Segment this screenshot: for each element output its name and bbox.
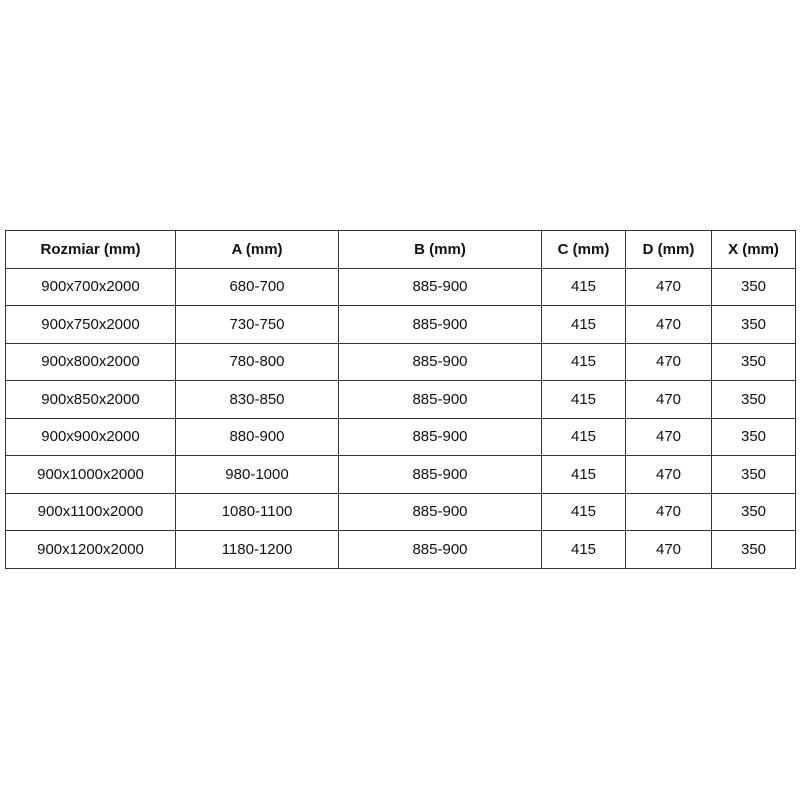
table-cell: 415 (541, 455, 626, 494)
table-cell: 880-900 (175, 417, 339, 456)
table-row: 900x750x2000 730-750 885-900 415 470 350 (5, 305, 796, 344)
table-cell: 470 (625, 455, 712, 494)
table-cell: 780-800 (175, 342, 339, 381)
table-cell: 900x1100x2000 (5, 492, 176, 531)
table-cell: 470 (625, 492, 712, 531)
table-cell: 470 (625, 417, 712, 456)
table-row: 900x700x2000 680-700 885-900 415 470 350 (5, 267, 796, 306)
table-row: 900x1200x2000 1180-1200 885-900 415 470 350 (5, 530, 796, 569)
table-cell: 415 (541, 267, 626, 306)
table-cell: 885-900 (338, 530, 542, 569)
table-cell: 350 (711, 267, 796, 306)
table-cell: 900x700x2000 (5, 267, 176, 306)
column-header: X (mm) (711, 230, 796, 269)
table-cell: 885-900 (338, 380, 542, 419)
table-cell: 415 (541, 530, 626, 569)
table-cell: 350 (711, 305, 796, 344)
table-cell: 730-750 (175, 305, 339, 344)
table-cell: 415 (541, 342, 626, 381)
table-cell: 900x800x2000 (5, 342, 176, 381)
table-cell: 900x850x2000 (5, 380, 176, 419)
table-cell: 470 (625, 305, 712, 344)
column-header: B (mm) (338, 230, 542, 269)
header-row: Rozmiar (mm) A (mm) B (mm) C (mm) D (mm) X (m… (5, 230, 796, 269)
table-cell: 885-900 (338, 455, 542, 494)
table-cell: 415 (541, 492, 626, 531)
table-cell: 885-900 (338, 342, 542, 381)
table-row: 900x800x2000 780-800 885-900 415 470 350 (5, 342, 796, 381)
table-row: 900x1100x2000 1080-1100 885-900 415 470 350 (5, 492, 796, 531)
table-cell: 980-1000 (175, 455, 339, 494)
column-header: A (mm) (175, 230, 339, 269)
table-cell: 900x750x2000 (5, 305, 176, 344)
table-cell: 885-900 (338, 267, 542, 306)
table-cell: 415 (541, 417, 626, 456)
table-cell: 350 (711, 342, 796, 381)
table-row: 900x1000x2000 980-1000 885-900 415 470 350 (5, 455, 796, 494)
table-cell: 885-900 (338, 417, 542, 456)
table-cell: 415 (541, 305, 626, 344)
table-cell: 885-900 (338, 492, 542, 531)
table-cell: 900x1200x2000 (5, 530, 176, 569)
table-cell: 470 (625, 380, 712, 419)
table-cell: 680-700 (175, 267, 339, 306)
column-header: C (mm) (541, 230, 626, 269)
table-row: 900x900x2000 880-900 885-900 415 470 350 (5, 417, 796, 456)
table-row: 900x850x2000 830-850 885-900 415 470 350 (5, 380, 796, 419)
table-cell: 900x1000x2000 (5, 455, 176, 494)
table-cell: 415 (541, 380, 626, 419)
table-cell: 830-850 (175, 380, 339, 419)
table-cell: 350 (711, 380, 796, 419)
table-cell: 350 (711, 530, 796, 569)
size-table: Rozmiar (mm) A (mm) B (mm) C (mm) D (mm) X (m… (5, 230, 796, 569)
table-cell: 470 (625, 267, 712, 306)
table-cell: 900x900x2000 (5, 417, 176, 456)
table-cell: 350 (711, 417, 796, 456)
column-header: Rozmiar (mm) (5, 230, 176, 269)
table-cell: 350 (711, 455, 796, 494)
table-cell: 350 (711, 492, 796, 531)
column-header: D (mm) (625, 230, 712, 269)
table-cell: 470 (625, 530, 712, 569)
table-cell: 470 (625, 342, 712, 381)
table-cell: 1180-1200 (175, 530, 339, 569)
table-cell: 1080-1100 (175, 492, 339, 531)
table-cell: 885-900 (338, 305, 542, 344)
